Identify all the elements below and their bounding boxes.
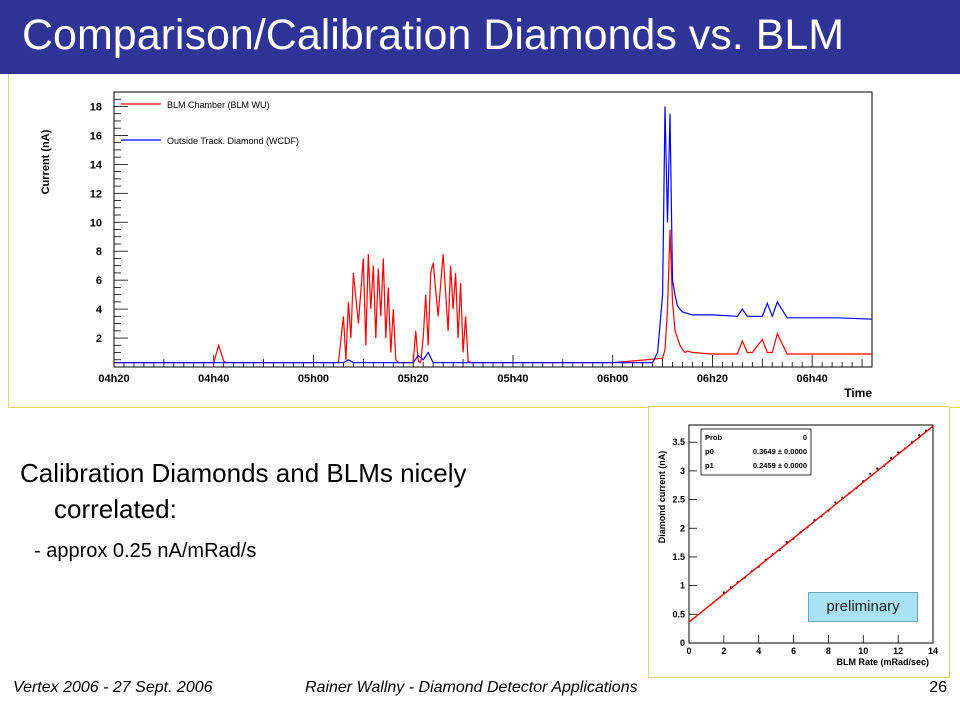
stats-label: p0 xyxy=(705,447,714,456)
y-tick-label: 16 xyxy=(90,130,102,142)
plot-area xyxy=(113,91,873,368)
scatter-x-tick-label: 2 xyxy=(721,646,726,656)
stats-label: p1 xyxy=(705,461,714,470)
scatter-x-tick-label: 6 xyxy=(791,646,796,656)
scatter-y-tick-label: 2 xyxy=(680,523,685,533)
scatter-y-tick-label: 0.5 xyxy=(672,609,685,619)
scatter-x-tick-label: 10 xyxy=(858,646,868,656)
x-axis-label: Time xyxy=(844,386,872,400)
slide-title: Comparison/Calibration Diamonds vs. BLM xyxy=(22,11,845,59)
scatter-point xyxy=(834,501,837,504)
scatter-y-tick-label: 0 xyxy=(680,638,685,648)
scatter-point xyxy=(876,467,879,470)
body-text: Calibration Diamonds and BLMs nicely cor… xyxy=(20,455,620,527)
x-tick-label: 05h00 xyxy=(298,373,329,385)
stats-value: 0 xyxy=(803,433,807,442)
y-tick-label: 10 xyxy=(90,217,102,229)
body-line-1: Calibration Diamonds and BLMs nicely xyxy=(20,458,467,488)
fit-line xyxy=(688,425,934,623)
stats-value: 0.2459 ± 0.0000 xyxy=(753,461,807,470)
calibration-chart-frame: 0 0.5 1 1.5 2 2.5 3 3.5 0 2 4 6 8 10 12 14 BLM Rate (mRa… xyxy=(648,406,950,678)
scatter-y-tick-label: 1 xyxy=(680,581,685,591)
y-tick-label: 2 xyxy=(96,333,102,345)
series-line-1 xyxy=(114,229,872,364)
series-line-2 xyxy=(114,106,873,364)
x-tick-label: 05h20 xyxy=(398,373,429,385)
scatter-x-tick-label: 4 xyxy=(756,646,761,656)
footer-center: Rainer Wallny - Diamond Detector Applica… xyxy=(305,679,638,696)
sub-item: - approx 0.25 nA/mRad/s xyxy=(34,540,257,562)
page-number: 26 xyxy=(929,679,947,696)
x-tick-label: 04h20 xyxy=(98,373,129,385)
scatter-y-tick-label: 2.5 xyxy=(672,495,685,505)
title-bar: Comparison/Calibration Diamonds vs. BLM xyxy=(0,0,960,74)
scatter-x-tick-label: 12 xyxy=(893,646,903,656)
scatter-y-tick-label: 1.5 xyxy=(672,552,685,562)
x-tick-label: 04h40 xyxy=(198,373,229,385)
scatter-x-tick-label: 0 xyxy=(686,646,691,656)
scatter-point xyxy=(917,434,921,437)
scatter-point xyxy=(869,472,872,475)
footer-left: Vertex 2006 - 27 Sept. 2006 xyxy=(13,679,213,696)
x-tick-label: 06h20 xyxy=(697,373,728,385)
y-tick-label: 6 xyxy=(96,275,102,287)
y-tick-label: 18 xyxy=(90,101,102,113)
x-tick-label: 06h40 xyxy=(797,373,828,385)
scatter-y-tick-label: 3 xyxy=(680,466,685,476)
preliminary-label: preliminary xyxy=(808,592,918,622)
legend-label-2: Outside Track. Diamond (WCDF) xyxy=(167,136,299,146)
body-line-2: correlated: xyxy=(54,494,177,524)
x-tick-label: 06h00 xyxy=(597,373,628,385)
y-tick-label: 8 xyxy=(96,246,102,258)
time-series-chart: 2 4 6 8 10 12 14 16 18 04h20 04h40 05h00 05h20 05h40 0… xyxy=(40,91,873,400)
scatter-y-tick-label: 3.5 xyxy=(672,437,685,447)
y-axis-label: Current (nA) xyxy=(40,129,52,194)
legend-label-1: BLM Chamber (BLM WU) xyxy=(167,100,270,110)
y-tick-label: 14 xyxy=(90,159,103,171)
scatter-x-axis-label: BLM Rate (mRad/sec) xyxy=(836,657,929,667)
time-series-chart-frame: 2 4 6 8 10 12 14 16 18 04h20 04h40 05h00 05h20 05h40 0… xyxy=(8,74,960,408)
stats-value: 0.3649 ± 0.0000 xyxy=(753,447,807,456)
scatter-x-tick-label: 8 xyxy=(826,646,831,656)
stats-label: Prob xyxy=(705,433,723,442)
x-tick-label: 05h40 xyxy=(497,373,528,385)
scatter-x-tick-label: 14 xyxy=(928,646,938,656)
y-tick-label: 12 xyxy=(90,188,102,200)
scatter-y-axis-label: Diamond current (nA) xyxy=(657,451,667,544)
y-tick-label: 4 xyxy=(96,304,103,316)
stats-box xyxy=(700,428,812,476)
